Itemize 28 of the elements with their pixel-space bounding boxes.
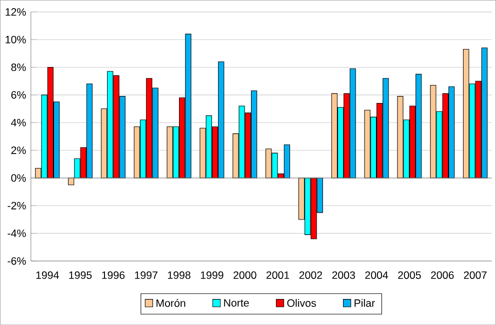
x-tick-label: 2005 [398, 271, 421, 279]
y-tick-label: -4% [8, 229, 26, 237]
x-tick-label: 1995 [69, 271, 92, 279]
x-tick-label: 2007 [464, 271, 487, 279]
legend-label: Olivos [287, 298, 316, 307]
y-tick-label: -2% [8, 202, 26, 210]
x-tick-label: 1996 [102, 271, 125, 279]
x-tick-label: 1998 [168, 271, 190, 279]
y-tick-label: 4% [11, 118, 26, 126]
y-tick-label: 2% [11, 146, 26, 154]
x-tick-label: 2006 [431, 271, 454, 279]
x-tick-label: 1994 [36, 271, 59, 279]
legend-label: Norte [224, 299, 249, 307]
legend-label: Pilar [354, 298, 375, 307]
x-tick-label: 2003 [332, 271, 355, 279]
x-tick-label: 2002 [299, 271, 322, 279]
legend-label: Morón [156, 298, 186, 307]
y-tick-label: 10% [6, 36, 26, 44]
x-tick-label: 2001 [266, 271, 290, 279]
x-tick-label: 1999 [200, 271, 224, 279]
x-tick-label: 1997 [135, 271, 158, 279]
y-tick-label: 8% [11, 63, 26, 71]
y-tick-label: 6% [11, 91, 26, 99]
x-tick-label: 2000 [234, 271, 256, 279]
y-tick-label: 0% [11, 174, 26, 182]
x-tick-label: 2004 [365, 271, 388, 279]
y-tick-label: 12% [6, 8, 26, 16]
y-tick-label: -6% [8, 257, 26, 265]
